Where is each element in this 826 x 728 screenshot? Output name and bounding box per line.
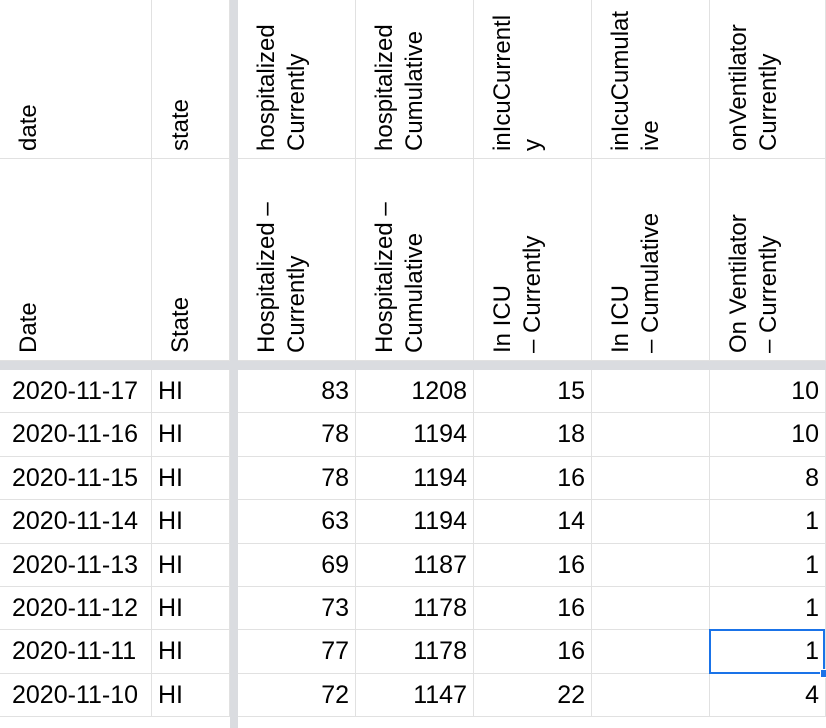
- cell-icu_cur[interactable]: 18: [474, 413, 592, 457]
- cell-icu_cum[interactable]: [592, 543, 710, 587]
- cell-state[interactable]: HI: [152, 500, 230, 544]
- cell-icu_cum[interactable]: [592, 630, 710, 674]
- header-label: On Ventilator – Currently: [725, 214, 782, 353]
- cell-icu_cur[interactable]: 16: [474, 630, 592, 674]
- header-cell-icu_cur-2[interactable]: In ICU – Currently: [474, 159, 592, 361]
- cell-icu_cur[interactable]: 22: [474, 673, 592, 718]
- cell-hosp_cum[interactable]: 1194: [356, 413, 474, 457]
- cell-date[interactable]: 2020-11-17: [0, 370, 152, 414]
- cell-state[interactable]: HI: [152, 543, 230, 587]
- cell-hosp_cum[interactable]: 1187: [356, 543, 474, 587]
- header-cell-icu_cum-2[interactable]: In ICU – Cumulative: [592, 159, 710, 361]
- cell-hosp_cur[interactable]: 69: [238, 543, 356, 587]
- fill-handle[interactable]: [820, 668, 826, 678]
- cell-date[interactable]: 2020-11-12: [0, 587, 152, 631]
- header-label: Date: [15, 302, 42, 353]
- cell-date[interactable]: 2020-11-14: [0, 500, 152, 544]
- header-cell-hosp_cur-1[interactable]: hospitalized Currently: [238, 0, 356, 159]
- cell-date[interactable]: 2020-11-15: [0, 456, 152, 501]
- header-label: hospitalized Currently: [253, 24, 310, 151]
- cell-vent_cur[interactable]: 1: [710, 500, 826, 544]
- header-label: date: [15, 104, 42, 151]
- header-cell-icu_cur-1[interactable]: inIcuCurrentl y: [474, 0, 592, 159]
- cell-hosp_cur[interactable]: 73: [238, 587, 356, 631]
- selected-cell-outline[interactable]: [709, 629, 825, 674]
- header-label: inIcuCurrentl y: [489, 14, 546, 151]
- frozen-columns-divider[interactable]: [230, 0, 238, 728]
- header-label: Hospitalized – Currently: [253, 202, 310, 353]
- cell-hosp_cum[interactable]: 1178: [356, 587, 474, 631]
- cell-state[interactable]: HI: [152, 630, 230, 674]
- cell-vent_cur[interactable]: 10: [710, 370, 826, 414]
- cell-state[interactable]: HI: [152, 456, 230, 501]
- cell-icu_cum[interactable]: [592, 673, 710, 718]
- header-label: Hospitalized – Cumulative: [371, 202, 428, 353]
- cell-icu_cum[interactable]: [592, 456, 710, 501]
- cell-icu_cur[interactable]: 16: [474, 543, 592, 587]
- header-label: State: [167, 296, 194, 353]
- cell-hosp_cur[interactable]: 78: [238, 456, 356, 501]
- cell-date[interactable]: 2020-11-10: [0, 673, 152, 718]
- cell-hosp_cur[interactable]: 63: [238, 500, 356, 544]
- cell-state[interactable]: HI: [152, 587, 230, 631]
- cell-vent_cur[interactable]: 4: [710, 673, 826, 718]
- header-label: state: [167, 98, 194, 151]
- header-cell-vent_cur-1[interactable]: onVentilator Currently: [710, 0, 826, 159]
- header-label: In ICU – Cumulative: [607, 212, 664, 353]
- header-label: inIcuCumulat ive: [607, 10, 664, 151]
- header-cell-hosp_cum-2[interactable]: Hospitalized – Cumulative: [356, 159, 474, 361]
- cell-vent_cur[interactable]: 10: [710, 413, 826, 457]
- cell-date[interactable]: 2020-11-11: [0, 630, 152, 674]
- cell-hosp_cum[interactable]: 1208: [356, 370, 474, 414]
- cell-vent_cur[interactable]: 8: [710, 456, 826, 501]
- cell-icu_cum[interactable]: [592, 500, 710, 544]
- cell-icu_cum[interactable]: [592, 370, 710, 414]
- cell-state[interactable]: HI: [152, 413, 230, 457]
- cell-state[interactable]: HI: [152, 370, 230, 414]
- cell-vent_cur[interactable]: 1: [710, 543, 826, 587]
- cell-icu_cur[interactable]: 14: [474, 500, 592, 544]
- header-cell-date-1[interactable]: date: [0, 0, 152, 159]
- header-cell-vent_cur-2[interactable]: On Ventilator – Currently: [710, 159, 826, 361]
- cell-date[interactable]: 2020-11-16: [0, 413, 152, 457]
- header-label: onVentilator Currently: [725, 24, 782, 151]
- header-cell-date-2[interactable]: Date: [0, 159, 152, 361]
- cell-icu_cur[interactable]: 15: [474, 370, 592, 414]
- frozen-rows-divider[interactable]: [0, 361, 826, 370]
- header-cell-hosp_cum-1[interactable]: hospitalized Cumulative: [356, 0, 474, 159]
- header-cell-icu_cum-1[interactable]: inIcuCumulat ive: [592, 0, 710, 159]
- header-label: hospitalized Cumulative: [371, 24, 428, 151]
- cell-date[interactable]: 2020-11-13: [0, 543, 152, 587]
- header-cell-hosp_cur-2[interactable]: Hospitalized – Currently: [238, 159, 356, 361]
- header-cell-state-2[interactable]: State: [152, 159, 230, 361]
- cell-hosp_cur[interactable]: 77: [238, 630, 356, 674]
- header-label: In ICU – Currently: [489, 235, 546, 353]
- header-cell-state-1[interactable]: state: [152, 0, 230, 159]
- cell-state[interactable]: HI: [152, 673, 230, 718]
- cell-icu_cur[interactable]: 16: [474, 456, 592, 501]
- cell-vent_cur[interactable]: 1: [710, 587, 826, 631]
- cell-hosp_cum[interactable]: 1178: [356, 630, 474, 674]
- cell-hosp_cur[interactable]: 72: [238, 673, 356, 718]
- cell-hosp_cur[interactable]: 83: [238, 370, 356, 414]
- cell-hosp_cum[interactable]: 1194: [356, 456, 474, 501]
- cell-hosp_cum[interactable]: 1194: [356, 500, 474, 544]
- cell-hosp_cum[interactable]: 1147: [356, 673, 474, 718]
- cell-icu_cur[interactable]: 16: [474, 587, 592, 631]
- cell-icu_cum[interactable]: [592, 587, 710, 631]
- cell-hosp_cur[interactable]: 78: [238, 413, 356, 457]
- cell-icu_cum[interactable]: [592, 413, 710, 457]
